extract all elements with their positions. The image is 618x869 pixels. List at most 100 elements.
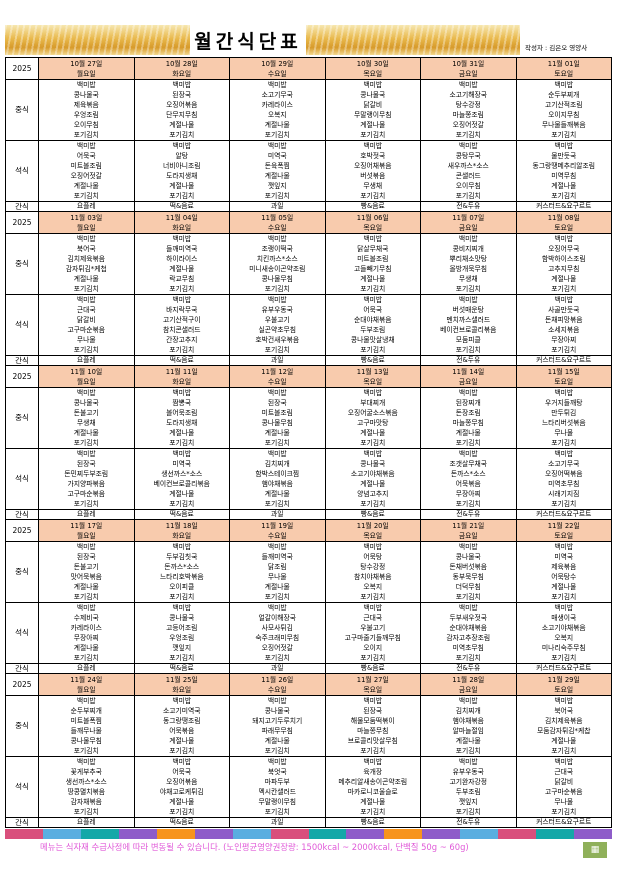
lunch-cell: 백미밥 조랭이떡국 치킨까스*소스 미니새송이곤약조림 콩나물무침 포기김치 <box>229 233 326 295</box>
menu-item: 백미밥 <box>172 450 192 458</box>
menu-item: 짬뽕국 <box>172 399 192 407</box>
menu-item: 부대찌개 <box>360 399 386 407</box>
day-header: 11월 07일 금요일 <box>420 211 517 234</box>
menu-item: 닭살무채국 <box>357 245 389 253</box>
menu-item: 감자채볶음 <box>70 798 102 806</box>
menu-item: 단무지무침 <box>166 111 198 119</box>
menu-item: 제육볶음 <box>73 101 99 109</box>
menu-item: 새우까스*소스 <box>447 162 489 170</box>
menu-item: 계절나물 <box>551 275 577 283</box>
weekday-label: 토요일 <box>554 69 574 78</box>
date-label: 11월 18일 <box>165 521 198 530</box>
menu-item: 닭조림 <box>267 563 287 571</box>
menu-item: 들깨무나물 <box>70 727 102 735</box>
menu-item: 계절나물 <box>169 798 195 806</box>
menu-item: 탕수강정 <box>360 563 386 571</box>
dinner-label: 석식 <box>5 756 39 818</box>
day-header: 11월 28일 금요일 <box>420 673 517 696</box>
menu-item: 백미밥 <box>458 81 478 89</box>
date-label: 11월 26일 <box>261 675 294 684</box>
day-header: 11월 24일 월요일 <box>38 673 135 696</box>
menu-item: 닭갈비 <box>554 778 574 786</box>
lunch-cell: 백미밥 된장찌개 돈장조림 마늘쫑무침 계절나물 포기김치 <box>420 387 517 449</box>
dinner-cell: 백미밥 근대국 우불고기 고구마줄기들깨무침 오이지 포기김치 <box>324 602 421 664</box>
menu-item: 백미밥 <box>172 543 192 551</box>
date-label: 11월 08일 <box>547 213 580 222</box>
color-bar-segment <box>574 829 612 839</box>
menu-item: 콩나물국 <box>360 91 386 99</box>
menu-item: 백미밥 <box>76 81 96 89</box>
color-bar-segment <box>80 829 119 839</box>
dinner-cell: 백미밥 버섯매운탕 멘치까스샐러드 베이컨브로콜리볶음 모둠피클 포기김치 <box>420 294 517 356</box>
menu-item: 동그랑땡메추리알조림 <box>532 162 596 170</box>
menu-item: 콩비지찌개 <box>452 245 484 253</box>
menu-item: 어묵국 <box>76 152 96 160</box>
menu-item: 포기김치 <box>73 747 99 755</box>
menu-item: 북어국 <box>554 707 574 715</box>
footer-note: 메뉴는 식자재 수급사정에 따라 변동될 수 있습니다. (노인평균영양권장량:… <box>40 842 469 852</box>
dinner-label: 석식 <box>5 140 39 202</box>
snack-cell: 떡&음료 <box>133 817 230 828</box>
color-bar-segment <box>536 829 575 839</box>
weekday-label: 목요일 <box>363 685 383 694</box>
color-bar-segment <box>384 829 423 839</box>
menu-item: 포기김치 <box>264 808 290 816</box>
lunch-cell: 백미밥 두부김칫국 돈까스*소스 느타리호박볶음 오이피클 포기김치 <box>133 541 230 603</box>
menu-item: 미트볼조림 <box>261 409 293 417</box>
menu-item: 만두튀김 <box>551 409 577 417</box>
menu-item: 백미밥 <box>76 296 96 304</box>
menu-item: 포기김치 <box>73 593 99 601</box>
menu-item: 백미밥 <box>76 142 96 150</box>
menu-item: 치킨까스*소스 <box>256 255 298 263</box>
menu-item: 콘샐러드 <box>455 172 481 180</box>
color-bar-segment <box>270 829 309 839</box>
lunch-cell: 백미밥 된장국 돈불고기 맛어묵볶음 계절나물 포기김치 <box>38 541 135 603</box>
dinner-label: 석식 <box>5 294 39 356</box>
menu-item: 오복지 <box>363 583 383 591</box>
date-label: 11월 03일 <box>70 213 103 222</box>
menu-item: 고등어조림 <box>166 624 198 632</box>
menu-item: 꽃게부추국 <box>70 768 102 776</box>
dinner-cell: 백미밥 조갯살무채국 돈까스*소스 어묵볶음 무장아찌 포기김치 <box>420 448 517 510</box>
menu-item: 콩나물국 <box>455 553 481 561</box>
lunch-cell: 백미밥 소고기미역국 동그랑땡조림 어묵볶음 계절나물 포기김치 <box>133 695 230 757</box>
menu-item: 무나물 <box>267 573 287 581</box>
snack-cell: 빵&음료 <box>324 509 421 520</box>
day-header: 11월 17일 월요일 <box>38 519 135 542</box>
menu-item: 오복지 <box>554 634 574 642</box>
date-label: 11월 22일 <box>547 521 580 530</box>
menu-item: 포기김치 <box>264 439 290 447</box>
date-label: 11월 19일 <box>261 521 294 530</box>
week-header-row: 2025 11월 24일 월요일 11월 25일 화요일 11월 26일 수요일 11월 27… <box>5 673 612 696</box>
weekday-label: 수요일 <box>267 685 287 694</box>
menu-item: 백미밥 <box>363 81 383 89</box>
menu-item: 오이지 <box>363 644 383 652</box>
snack-cell: 과일 <box>229 201 326 212</box>
menu-item: 사골만둣국 <box>548 306 580 314</box>
menu-item: 고구마순볶음 <box>67 490 106 498</box>
lunch-cell: 백미밥 콩나물국 돼지고기두루치기 파래무무침 계절나물 포기김치 <box>229 695 326 757</box>
menu-item: 들깨미역국 <box>261 553 293 561</box>
menu-item: 바지락무국 <box>166 306 198 314</box>
menu-item: 콩탕무국 <box>455 152 481 160</box>
menu-item: 마늘쫑조림 <box>452 111 484 119</box>
menu-item: 포기김치 <box>360 192 386 200</box>
menu-item: 포기김치 <box>455 285 481 293</box>
menu-item: 백미밥 <box>172 142 192 150</box>
dinner-cell: 백미밥 호박젓국 오징어채볶음 버섯볶음 무생채 포기김치 <box>324 140 421 202</box>
menu-item: 버섯볶음 <box>360 172 386 180</box>
menu-item: 순두부찌개 <box>70 707 102 715</box>
dinner-cell: 백미밥 수제비국 카레라이스 무장아찌 계절나물 포기김치 <box>38 602 135 664</box>
menu-item: 된장국 <box>76 460 96 468</box>
menu-item: 동그랑땡조림 <box>162 717 201 725</box>
lunch-label: 중식 <box>5 541 39 603</box>
lunch-label: 중식 <box>5 387 39 449</box>
menu-item: 감자고추장조림 <box>446 634 491 642</box>
date-label: 11월 21일 <box>452 521 485 530</box>
snack-cell: 빵&음료 <box>324 817 421 828</box>
menu-item: 계절나물 <box>264 737 290 745</box>
menu-item: 무생채 <box>458 275 478 283</box>
weekday-label: 금요일 <box>458 223 478 232</box>
menu-item: 계절나물 <box>360 480 386 488</box>
menu-item: 미트볼폭찜 <box>70 717 102 725</box>
